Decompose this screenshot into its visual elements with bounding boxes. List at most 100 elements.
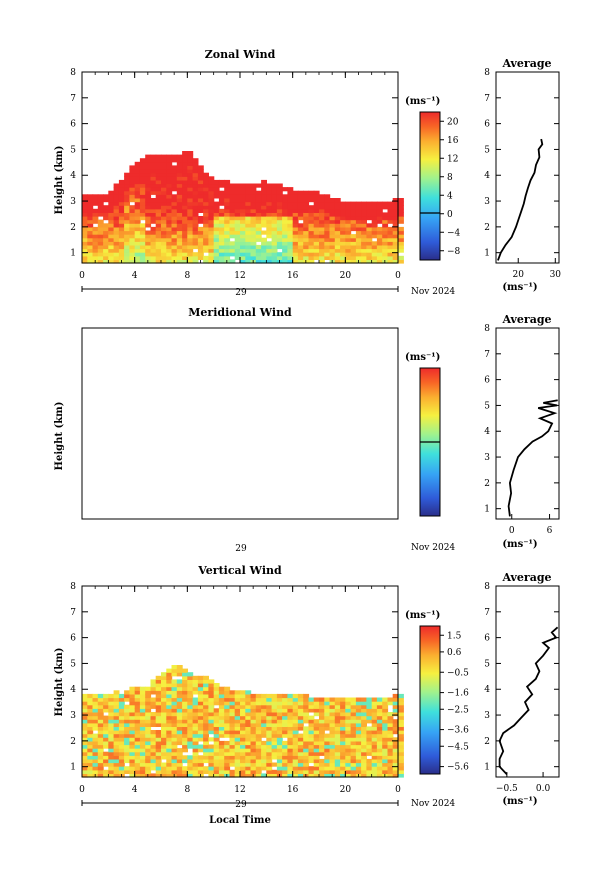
heat-cell [287,740,294,746]
heat-cell [218,241,225,246]
heat-cell [92,241,99,246]
heat-cell [371,751,378,756]
heat-cell [161,701,167,706]
heat-cell [166,762,173,767]
heat-cell [297,259,304,264]
heat-cell [387,773,394,778]
heat-cell [161,769,167,774]
heat-cell [113,198,120,203]
heat-cell [150,219,157,224]
heat-cell [118,719,125,724]
heat-cell [303,208,310,213]
heat-cell [161,762,167,767]
heat-cell [124,252,130,257]
heat-cell [287,255,294,260]
heat-cell [361,733,367,738]
heat-cell [345,697,352,702]
heat-cell [155,712,162,717]
heat-cell [292,758,299,764]
heat-cell [355,726,362,731]
heat-cell [287,712,294,717]
heat-cell [282,758,288,764]
heat-cell [292,740,299,746]
heat-cell [113,766,120,771]
average-y-tick-label: 3 [484,711,490,721]
heat-cell [150,719,157,724]
heat-cell [192,704,199,709]
colorbar-tick-label: −4 [447,228,461,238]
heat-cell [176,183,183,188]
heat-cell [261,230,267,235]
heat-cell [250,187,257,192]
heat-cell [297,194,304,199]
colorbar [419,111,441,261]
heat-cell [245,773,252,778]
heat-cell [398,737,404,742]
heat-cell [245,190,252,195]
heat-cell [271,187,278,192]
heat-cell [139,712,146,717]
heat-cell [192,686,199,691]
heat-cell [287,744,294,749]
heat-cell [139,255,146,260]
heat-cell [182,733,188,738]
heat-cell [176,712,183,717]
heat-cell [313,701,320,706]
heat-cell [213,252,220,257]
heat-cell [303,198,310,203]
heat-cell [266,212,273,217]
heat-cell [329,230,336,235]
heat-cell [382,762,389,767]
heat-cell [171,726,178,731]
heat-cell [376,719,383,724]
heat-cell [308,704,315,709]
heat-cell [271,715,278,720]
heat-cell [350,719,357,724]
heat-cell [382,722,389,727]
heat-cell [197,198,204,203]
heat-cell [192,758,199,764]
heat-cell [161,730,167,735]
heat-cell [371,748,378,753]
heat-cell [308,190,315,195]
heat-cell [387,230,394,235]
heat-cell [171,226,178,232]
heat-cell [150,730,157,735]
heat-cell [266,719,273,724]
heat-cell [155,744,162,749]
heat-cell [366,223,373,228]
heat-cell [392,766,399,771]
heat-cell [129,223,136,228]
heat-cell [171,158,178,163]
heat-cell [350,704,357,709]
heat-cell [145,183,152,188]
heat-cell [192,208,199,213]
heat-cell [224,201,231,206]
heat-cell [218,701,225,706]
heat-cell [87,712,94,717]
heat-cell [345,762,352,767]
heat-cell [271,194,278,199]
heat-cell [213,758,220,764]
heat-cell [308,194,315,199]
heat-cell [176,704,183,709]
heat-cell [166,690,173,695]
heat-cell [329,737,336,742]
heat-cell [387,722,394,727]
colorbar-tick-label: −5.6 [447,763,469,773]
heat-cell [187,726,194,731]
heat-cell [150,169,157,174]
heat-cell [240,719,246,724]
heat-cell [255,205,262,210]
heat-cell [218,740,225,746]
heat-cell [97,194,104,199]
heat-cell [208,726,215,731]
heat-cell [261,208,267,213]
heat-cell [398,769,404,774]
heat-cell [213,730,220,735]
heat-cell [229,216,236,221]
heat-cell [292,212,299,217]
heat-cell [108,212,115,217]
heat-cell [345,241,352,246]
